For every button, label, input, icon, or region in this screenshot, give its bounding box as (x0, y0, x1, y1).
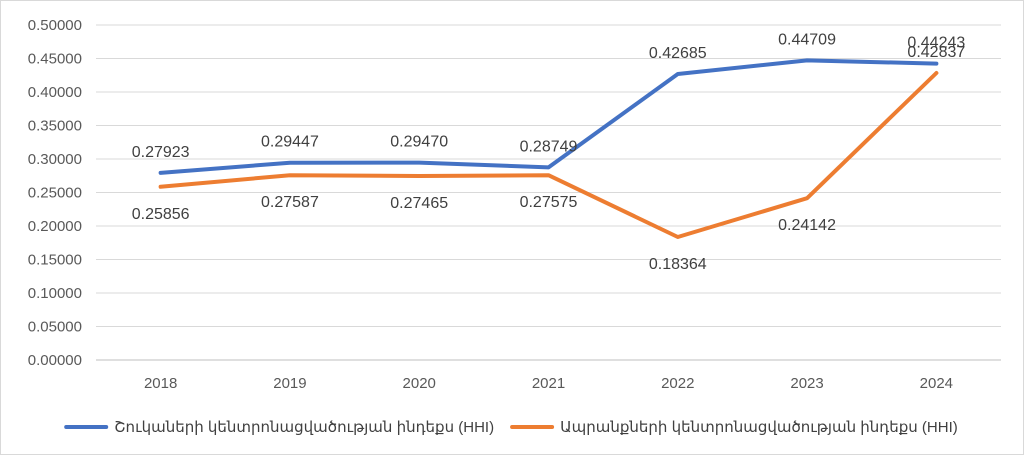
x-tick-label: 2018 (144, 375, 177, 392)
data-label: 0.44243 (907, 35, 965, 52)
data-label: 0.25856 (132, 206, 190, 223)
data-label: 0.27923 (132, 144, 190, 161)
y-tick-label: 0.20000 (28, 218, 82, 235)
series-line-1 (158, 58, 939, 175)
y-tick-label: 0.00000 (28, 352, 82, 369)
y-tick-label: 0.30000 (28, 151, 82, 168)
data-label: 0.29447 (261, 134, 319, 151)
legend-item: Շուկաների կենտրոնացվածության ինդեքս (HHI… (64, 419, 494, 436)
series-line-2 (158, 71, 939, 239)
y-tick-label: 0.45000 (28, 51, 82, 68)
data-label: 0.18364 (649, 256, 707, 273)
data-label: 0.29470 (390, 134, 448, 151)
y-tick-label: 0.25000 (28, 185, 82, 202)
y-tick-label: 0.50000 (28, 17, 82, 34)
y-tick-label: 0.15000 (28, 252, 82, 269)
data-label: 0.42837 (907, 44, 965, 61)
x-tick-label: 2019 (273, 375, 306, 392)
x-tick-label: 2023 (790, 375, 823, 392)
data-label: 0.28749 (520, 138, 578, 155)
x-tick-label: 2021 (532, 375, 565, 392)
data-label: 0.44709 (778, 31, 836, 48)
data-label: 0.42685 (649, 45, 707, 62)
data-label: 0.27575 (520, 194, 578, 211)
legend-label: Շուկաների կենտրոնացվածության ինդեքս (HHI… (114, 419, 494, 436)
y-tick-label: 0.05000 (28, 319, 82, 336)
legend-item: Ապրանքների կենտրոնացվածության ինդեքս (HH… (510, 419, 958, 436)
y-tick-label: 0.40000 (28, 84, 82, 101)
legend-label: Ապրանքների կենտրոնացվածության ինդեքս (HH… (560, 419, 958, 436)
y-tick-label: 0.35000 (28, 118, 82, 135)
data-label: 0.27587 (261, 194, 319, 211)
x-tick-label: 2020 (403, 375, 436, 392)
data-label: 0.24142 (778, 217, 836, 234)
data-label: 0.27465 (390, 195, 448, 212)
x-tick-label: 2024 (920, 375, 953, 392)
y-tick-label: 0.10000 (28, 285, 82, 302)
x-tick-label: 2022 (661, 375, 694, 392)
